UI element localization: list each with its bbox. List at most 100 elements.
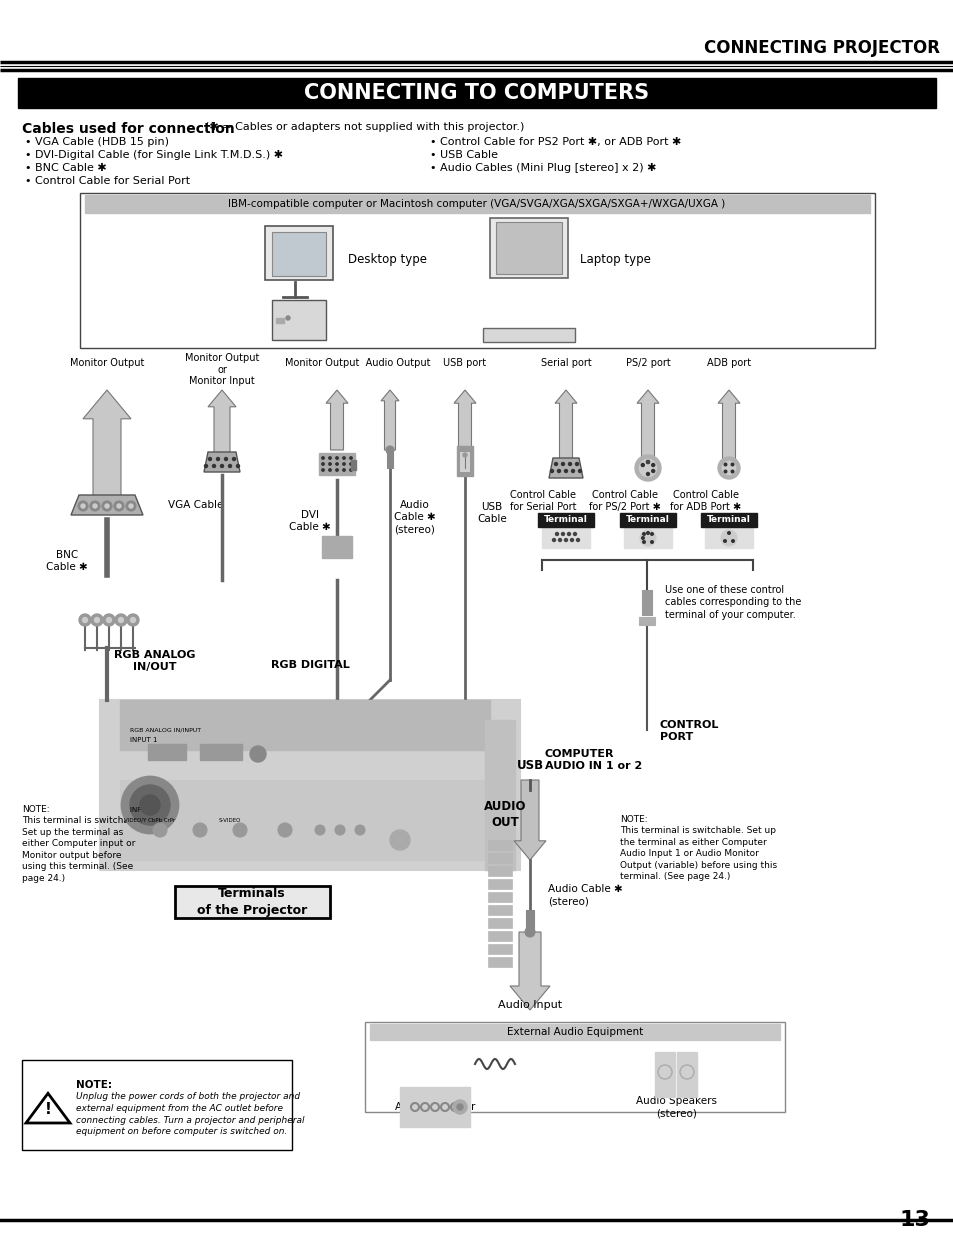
Circle shape [651,463,654,467]
Circle shape [90,501,100,511]
Circle shape [342,457,345,459]
Circle shape [140,795,160,815]
Circle shape [82,618,88,622]
Circle shape [213,464,215,468]
Text: Desktop type: Desktop type [348,253,427,267]
Circle shape [236,464,239,468]
Bar [525,910,534,932]
Circle shape [639,530,656,546]
Circle shape [462,453,467,457]
Bar [148,743,186,760]
Bar [700,513,757,527]
Circle shape [635,454,660,480]
Circle shape [355,825,365,835]
Circle shape [524,927,535,937]
Circle shape [646,473,649,475]
Bar [120,781,490,860]
Bar [496,222,561,274]
Circle shape [92,504,97,508]
Bar [488,905,512,915]
Text: • Control Cable for PS2 Port ✱, or ADB Port ✱: • Control Cable for PS2 Port ✱, or ADB P… [430,137,680,147]
Circle shape [335,469,338,472]
Bar [351,459,355,471]
Text: Unplug the power cords of both the projector and
external equipment from the AC : Unplug the power cords of both the proje… [76,1092,304,1136]
Circle shape [233,457,235,461]
Circle shape [193,823,207,837]
Text: Laptop type: Laptop type [579,253,650,267]
Circle shape [102,501,112,511]
Bar [459,452,470,472]
Circle shape [646,461,649,463]
Circle shape [642,541,644,543]
Circle shape [122,777,178,832]
Circle shape [386,446,394,454]
Circle shape [321,469,324,472]
Bar [272,300,326,340]
Circle shape [730,471,733,473]
Bar [488,892,512,902]
Circle shape [220,464,223,468]
Circle shape [567,532,570,536]
Circle shape [453,1100,467,1114]
Text: NOTE:
This terminal is switchable.
Set up the terminal as
either Computer input : NOTE: This terminal is switchable. Set u… [22,805,146,883]
Text: • Control Cable for Serial Port: • Control Cable for Serial Port [25,177,190,186]
Circle shape [646,461,649,463]
Circle shape [640,463,643,467]
Circle shape [570,538,573,541]
Circle shape [78,501,88,511]
Circle shape [571,469,574,473]
Polygon shape [208,390,235,459]
Text: AUDIO
OUT: AUDIO OUT [483,800,526,830]
Text: Terminal: Terminal [706,515,750,525]
Text: Control Cable
for Serial Port: Control Cable for Serial Port [509,490,576,513]
Bar [488,879,512,889]
Circle shape [329,469,331,472]
Circle shape [564,469,567,473]
Circle shape [130,785,170,825]
Circle shape [126,501,136,511]
Circle shape [329,457,331,459]
Circle shape [229,464,232,468]
Circle shape [277,823,292,837]
Circle shape [723,540,725,542]
Text: CONNECTING TO COMPUTERS: CONNECTING TO COMPUTERS [304,83,649,103]
Bar [100,700,519,869]
Polygon shape [514,781,545,860]
Circle shape [639,459,657,477]
Text: BNC
Cable ✱: BNC Cable ✱ [46,550,88,572]
Polygon shape [510,932,550,1010]
Text: Cables used for connection: Cables used for connection [22,122,234,136]
Circle shape [321,463,324,466]
Circle shape [557,469,560,473]
Circle shape [103,614,115,626]
Text: USB port: USB port [443,358,486,368]
Circle shape [117,504,121,508]
Circle shape [651,469,654,473]
Text: S-VIDEO: S-VIDEO [218,818,241,823]
Text: NOTE:
This terminal is switchable. Set up
the terminal as either Computer
Audio : NOTE: This terminal is switchable. Set u… [619,815,777,882]
Circle shape [329,463,331,466]
Circle shape [81,504,85,508]
Bar [399,1087,470,1128]
Text: • USB Cable: • USB Cable [430,149,497,161]
Bar [387,450,393,468]
Bar [488,840,512,850]
Text: • VGA Cable (HDB 15 pin): • VGA Cable (HDB 15 pin) [25,137,169,147]
Circle shape [131,618,135,622]
Text: Serial port: Serial port [540,358,591,368]
Bar [370,1024,780,1040]
Bar [174,885,330,918]
Text: Monitor Output  Audio Output: Monitor Output Audio Output [285,358,431,368]
Text: VIDEO/Y CbPb CrPr: VIDEO/Y CbPb CrPr [124,818,175,823]
Bar [619,513,676,527]
Circle shape [350,463,352,466]
Circle shape [314,825,325,835]
Circle shape [107,618,112,622]
Bar [275,317,284,324]
Circle shape [127,614,139,626]
Circle shape [113,501,124,511]
Text: VGA Cable: VGA Cable [168,500,223,510]
Bar [488,944,512,953]
Bar [85,195,869,212]
Circle shape [575,462,578,466]
